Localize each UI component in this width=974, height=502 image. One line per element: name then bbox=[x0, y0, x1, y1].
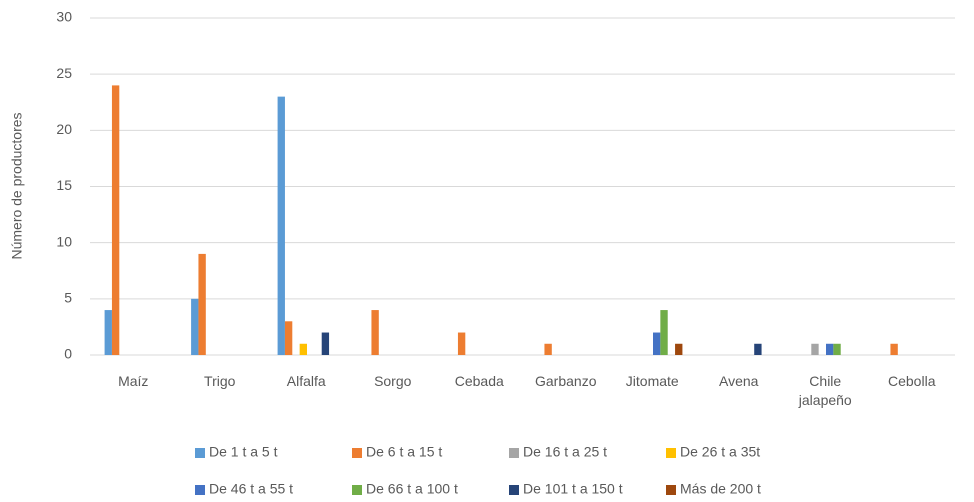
x-tick-label: Alfalfa bbox=[286, 373, 326, 389]
bar bbox=[284, 321, 293, 355]
bar bbox=[833, 343, 841, 355]
x-tick-label: Chile jalapeño bbox=[798, 373, 852, 408]
y-tick-label: 5 bbox=[64, 290, 72, 306]
bar bbox=[544, 343, 552, 355]
y-tick-label: 20 bbox=[56, 121, 72, 137]
legend-swatch bbox=[195, 485, 205, 495]
legend-label: De 16 t a 25 t bbox=[523, 444, 607, 460]
legend-label: De 101 t a 150 t bbox=[523, 481, 623, 497]
y-axis-label: Número de productores bbox=[9, 112, 25, 259]
x-tick-label: Maíz bbox=[118, 373, 149, 389]
bar bbox=[299, 343, 308, 355]
x-tick-label: Jitomate bbox=[625, 373, 679, 389]
bar bbox=[675, 343, 683, 355]
x-tick-label: Cebada bbox=[454, 373, 504, 389]
legend-label: De 1 t a 5 t bbox=[209, 444, 278, 460]
x-tick-label: Trigo bbox=[204, 373, 236, 389]
bar bbox=[371, 310, 379, 355]
legend-label: Más de 200 t bbox=[680, 481, 761, 497]
legend-label: De 46 t a 55 t bbox=[209, 481, 293, 497]
legend-swatch bbox=[666, 448, 676, 458]
legend-swatch bbox=[666, 485, 676, 495]
y-tick-label: 30 bbox=[56, 9, 72, 25]
legend-swatch bbox=[352, 448, 362, 458]
x-tick-label: Cebolla bbox=[888, 373, 936, 389]
bar bbox=[191, 298, 199, 355]
legend-swatch bbox=[352, 485, 362, 495]
legend-label: De 26 t a 35t bbox=[680, 444, 760, 460]
bar bbox=[653, 332, 661, 355]
bar bbox=[104, 310, 112, 355]
legend-swatch bbox=[509, 485, 519, 495]
y-tick-label: 0 bbox=[64, 346, 72, 362]
legend-swatch bbox=[509, 448, 519, 458]
bar bbox=[890, 343, 898, 355]
legend-label: De 66 t a 100 t bbox=[366, 481, 458, 497]
y-tick-label: 10 bbox=[56, 233, 72, 249]
bar bbox=[826, 343, 834, 355]
bar bbox=[660, 310, 668, 355]
bar bbox=[111, 85, 120, 356]
y-tick-label: 25 bbox=[56, 65, 72, 81]
bar bbox=[277, 96, 285, 355]
legend-swatch bbox=[195, 448, 205, 458]
bar bbox=[754, 343, 762, 355]
legend-label: De 6 t a 15 t bbox=[366, 444, 442, 460]
bar bbox=[321, 332, 330, 355]
x-tick-label: Garbanzo bbox=[535, 373, 597, 389]
bar bbox=[198, 253, 206, 355]
x-tick-label: Avena bbox=[719, 373, 759, 389]
bar bbox=[457, 332, 466, 355]
bar bbox=[811, 343, 819, 355]
x-tick-label: Sorgo bbox=[374, 373, 412, 389]
y-tick-label: 15 bbox=[56, 177, 72, 193]
